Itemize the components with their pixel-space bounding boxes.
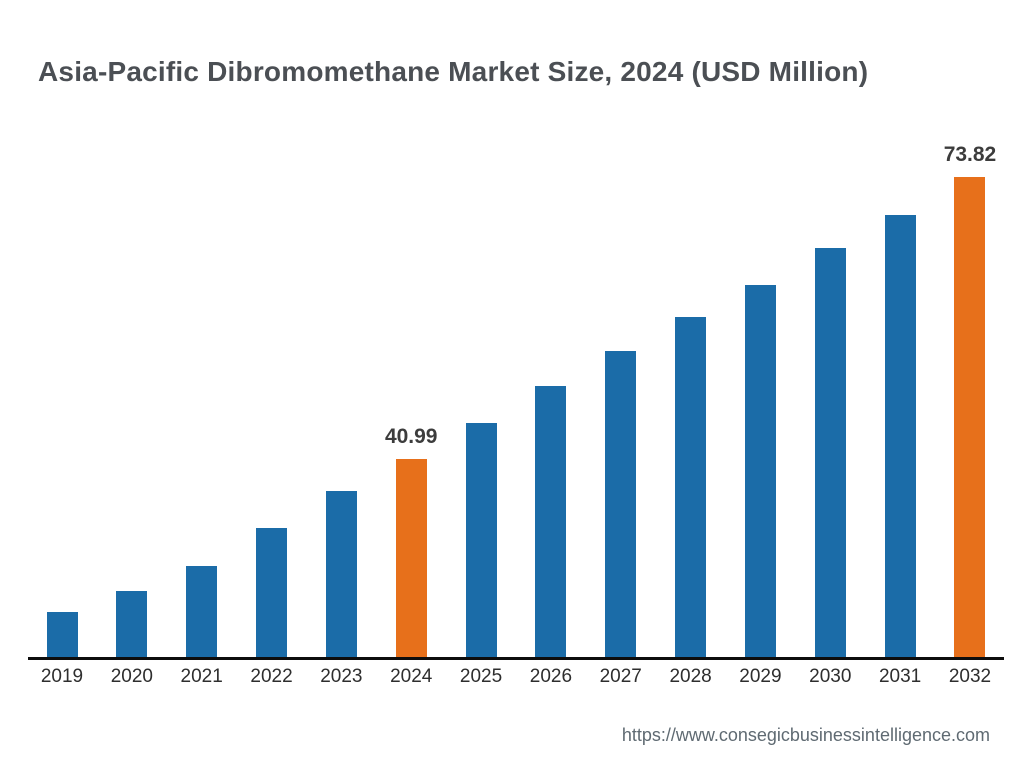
- bar-2023: [325, 491, 357, 657]
- x-tick-label-2024: 2024: [390, 666, 433, 687]
- bar-value-label-2024: 40.99: [384, 425, 438, 448]
- bar-2028: [675, 317, 707, 657]
- x-tick-label-2025: 2025: [459, 666, 503, 687]
- bar-column-2019: [28, 130, 96, 657]
- bar-column-2032: 73.82: [936, 130, 1004, 657]
- bar-column-2025: [447, 130, 515, 657]
- plot-area: 40.99 73.82: [28, 130, 1004, 660]
- bar-column-2020: [98, 130, 166, 657]
- bar-2026: [535, 386, 567, 657]
- bar-2020: [116, 591, 148, 657]
- bar-column-2027: [587, 130, 655, 657]
- bar-2024: [395, 459, 427, 657]
- x-tick-label-2028: 2028: [669, 666, 712, 687]
- bar-column-2022: [238, 130, 306, 657]
- bar-2029: [744, 285, 776, 657]
- x-tick-label-2023: 2023: [320, 666, 363, 687]
- x-tick-label-2029: 2029: [739, 666, 782, 687]
- source-url-link[interactable]: https://www.consegicbusinessintelligence…: [621, 725, 990, 745]
- x-axis-labels: 2019 2020 2021 2022 2023 2024 2025 2026 2027 2028…: [28, 666, 1004, 688]
- chart-title: Asia-Pacific Dibromomethane Market Size,…: [38, 56, 869, 87]
- x-tick-label-2022: 2022: [250, 666, 293, 687]
- x-tick-label-2021: 2021: [180, 666, 223, 687]
- bar-column-2031: [866, 130, 934, 657]
- bar-2032: [954, 177, 986, 657]
- x-tick-label-2030: 2030: [809, 666, 852, 687]
- bar-2025: [465, 423, 497, 657]
- bar-2019: [46, 612, 78, 657]
- bar-2027: [605, 351, 637, 657]
- bar-column-2024: 40.99: [377, 130, 445, 657]
- x-tick-label-2032: 2032: [948, 666, 992, 687]
- bar-2021: [186, 566, 218, 657]
- bar-2022: [256, 528, 288, 657]
- x-tick-label-2026: 2026: [529, 666, 573, 687]
- bar-value-label-2032: 73.82: [943, 143, 997, 166]
- bar-2031: [884, 215, 916, 657]
- bar-column-2028: [657, 130, 725, 657]
- bar-column-2021: [168, 130, 236, 657]
- bar-column-2026: [517, 130, 585, 657]
- bar-column-2030: [796, 130, 864, 657]
- x-tick-label-2020: 2020: [110, 666, 153, 687]
- x-tick-label-2019: 2019: [40, 666, 84, 687]
- x-tick-label-2027: 2027: [599, 666, 642, 687]
- bar-2030: [814, 248, 846, 657]
- x-tick-label-2031: 2031: [878, 666, 922, 687]
- bar-column-2029: [726, 130, 794, 657]
- bar-column-2023: [307, 130, 375, 657]
